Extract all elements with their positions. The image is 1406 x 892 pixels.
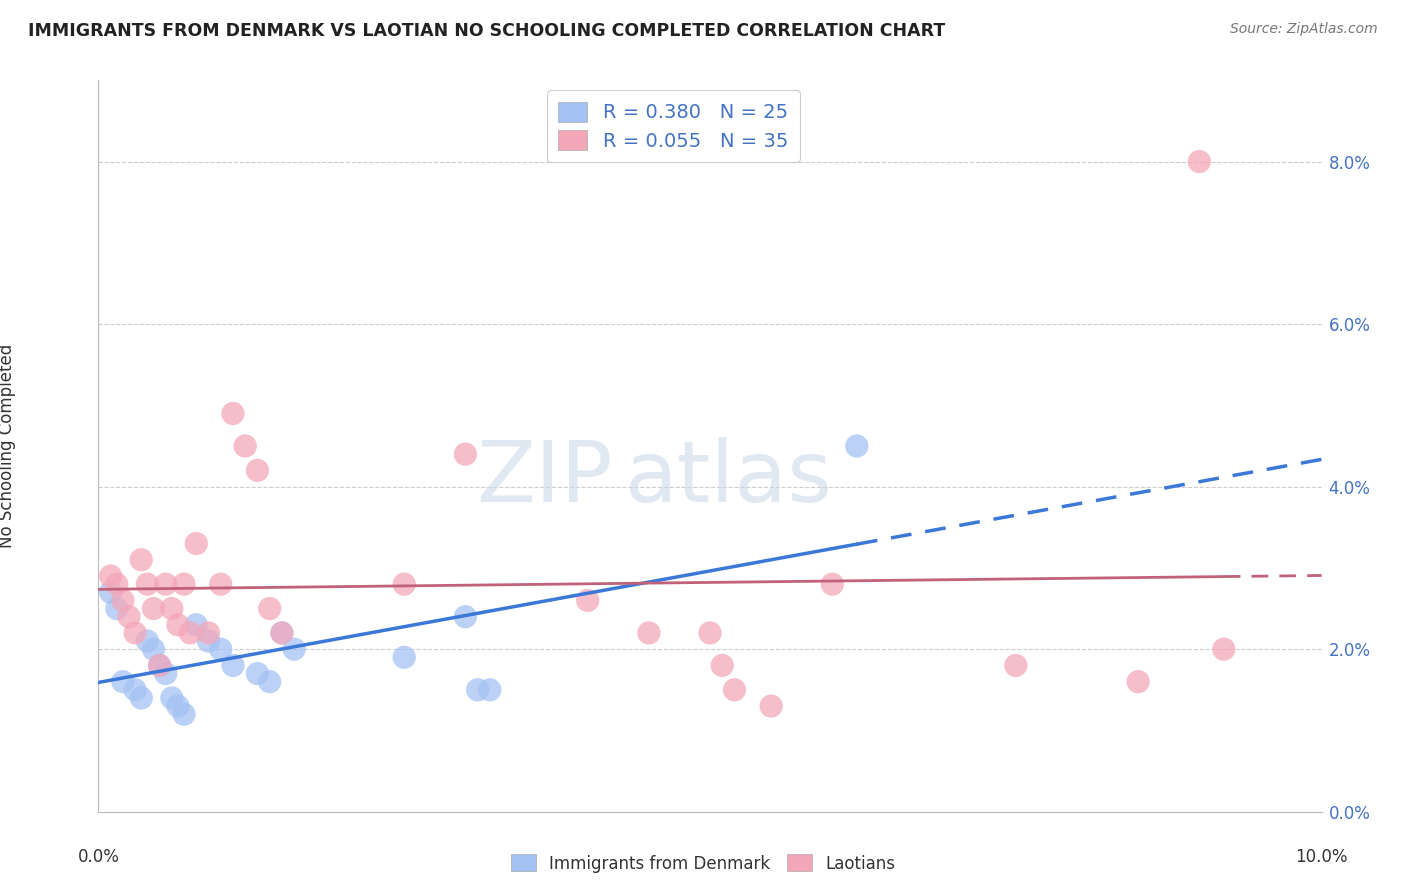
Point [638,626,661,640]
Point [118,609,141,624]
Point [136,577,159,591]
Point [283,642,305,657]
Point [197,626,219,640]
Point [136,634,159,648]
Point [761,699,783,714]
Point [124,626,146,640]
Text: 0.0%: 0.0% [77,848,120,866]
Point [149,658,172,673]
Point [111,593,134,607]
Point [392,577,416,591]
Point [209,642,232,657]
Point [576,593,599,607]
Point [100,569,122,583]
Point [259,601,281,615]
Point [270,626,294,640]
Text: No Schooling Completed: No Schooling Completed [0,344,15,548]
Point [173,707,195,722]
Point [186,536,208,550]
Point [454,609,477,624]
Point [821,577,844,591]
Point [155,577,177,591]
Point [233,439,256,453]
Point [270,626,294,640]
Point [711,658,734,673]
Text: ZIP: ZIP [475,437,612,520]
Point [160,601,183,615]
Point [1212,642,1234,657]
Point [209,577,232,591]
Point [454,447,477,461]
Point [129,690,152,705]
Point [179,626,201,640]
Point [105,577,128,591]
Point [1188,154,1211,169]
Text: IMMIGRANTS FROM DENMARK VS LAOTIAN NO SCHOOLING COMPLETED CORRELATION CHART: IMMIGRANTS FROM DENMARK VS LAOTIAN NO SC… [28,22,945,40]
Point [1128,674,1150,689]
Point [173,577,195,591]
Point [142,642,165,657]
Legend: R = 0.380   N = 25, R = 0.055   N = 35: R = 0.380 N = 25, R = 0.055 N = 35 [547,90,800,162]
Text: 10.0%: 10.0% [1295,848,1348,866]
Point [222,407,245,421]
Point [246,463,269,477]
Point [1004,658,1026,673]
Point [699,626,721,640]
Point [222,658,245,673]
Point [167,617,190,632]
Point [186,617,208,632]
Text: Source: ZipAtlas.com: Source: ZipAtlas.com [1230,22,1378,37]
Point [124,682,146,697]
Point [100,585,122,599]
Point [167,699,190,714]
Point [259,674,281,689]
Point [723,682,745,697]
Point [149,658,172,673]
Point [467,682,489,697]
Point [129,553,152,567]
Point [478,682,501,697]
Point [197,634,219,648]
Point [160,690,183,705]
Legend: Immigrants from Denmark, Laotians: Immigrants from Denmark, Laotians [505,847,901,880]
Point [111,674,134,689]
Point [105,601,128,615]
Point [392,650,416,665]
Point [142,601,165,615]
Point [845,439,868,453]
Point [155,666,177,681]
Text: atlas: atlas [624,437,832,520]
Point [246,666,269,681]
